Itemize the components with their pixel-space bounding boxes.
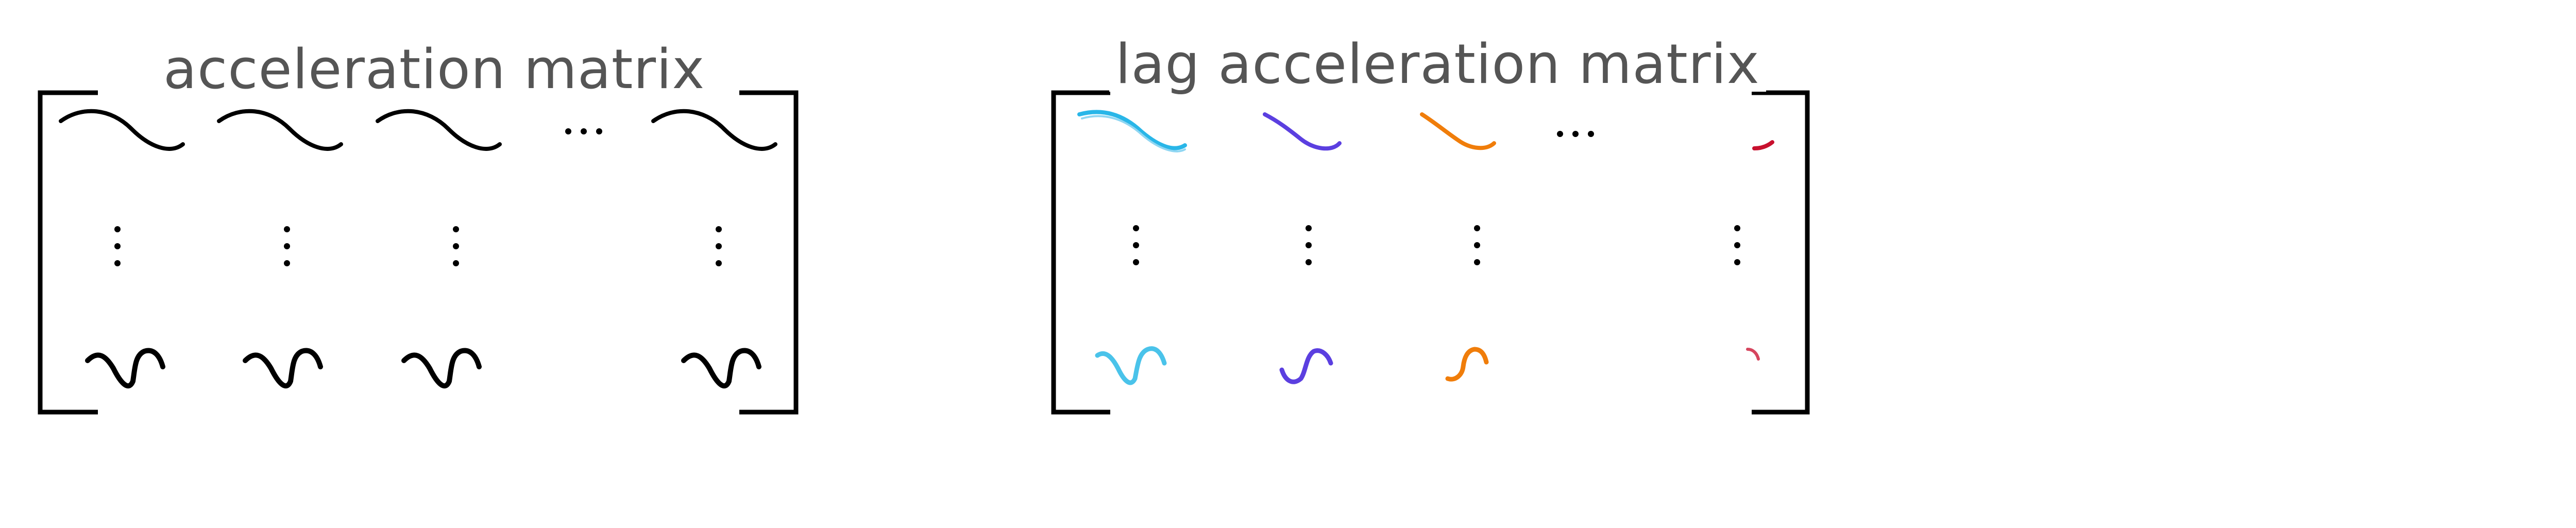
right-matrix-left-bracket	[1051, 90, 1110, 415]
right-matrix	[1051, 90, 1810, 415]
right-hdot-1	[1557, 131, 1563, 137]
left-hdot-3	[596, 128, 602, 134]
left-vdots-col-4	[716, 226, 722, 266]
right-wave-top-red	[1752, 140, 1774, 150]
right-hdot-3	[1588, 131, 1594, 137]
left-matrix	[38, 90, 799, 415]
right-matrix-title: lag acceleration matrix	[1109, 37, 1766, 92]
right-wave-top-cyan-shadow	[1081, 115, 1186, 152]
right-vdots-col-3	[1474, 225, 1480, 265]
left-hdot-2	[581, 128, 587, 134]
right-wave-top-orange	[1420, 112, 1496, 150]
left-matrix-right-bracket	[739, 90, 799, 415]
left-vdots-col-3	[453, 226, 459, 266]
right-vdots-col-1	[1133, 225, 1139, 265]
left-wave-top-4	[651, 109, 777, 151]
right-wave-top-cyan	[1077, 110, 1187, 150]
right-matrix-vertical-ellipses	[1133, 225, 1740, 265]
right-matrix-right-bracket	[1752, 90, 1810, 415]
left-wave-top-3	[376, 109, 502, 151]
left-matrix-vertical-ellipses	[114, 226, 722, 266]
right-matrix-bottom-row	[1095, 346, 1760, 385]
right-matrix-top-row	[1077, 110, 1774, 152]
left-matrix-title: acceleration matrix	[157, 42, 711, 97]
right-wave-bottom-purple	[1279, 348, 1333, 384]
right-hdot-2	[1572, 131, 1579, 137]
left-wave-top-1	[59, 109, 185, 151]
left-vdots-col-1	[114, 226, 121, 266]
left-hdot-1	[565, 128, 571, 134]
left-matrix-horizontal-ellipsis	[565, 128, 602, 134]
right-wave-bottom-orange	[1445, 347, 1489, 382]
left-matrix-left-bracket	[38, 90, 98, 415]
left-wave-bottom-1	[85, 348, 165, 388]
left-wave-top-2	[217, 109, 343, 151]
left-vdots-col-2	[284, 226, 290, 266]
right-vdots-col-2	[1306, 225, 1312, 265]
left-wave-bottom-3	[401, 348, 482, 388]
right-wave-bottom-red	[1746, 348, 1760, 361]
left-matrix-bottom-row	[85, 348, 761, 388]
left-matrix-top-row	[59, 109, 777, 151]
right-wave-top-purple	[1263, 112, 1342, 151]
right-matrix-horizontal-ellipsis	[1557, 131, 1594, 137]
left-wave-bottom-4	[681, 348, 761, 388]
right-vdots-col-4	[1734, 225, 1740, 265]
left-wave-bottom-2	[243, 348, 323, 388]
right-wave-bottom-cyan	[1095, 346, 1167, 385]
